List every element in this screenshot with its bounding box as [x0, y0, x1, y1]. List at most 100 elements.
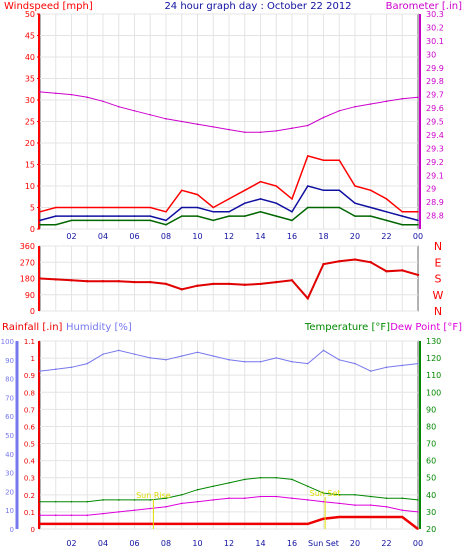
- point-temperature: [133, 499, 136, 501]
- point-rainfall: [102, 523, 104, 525]
- point-wind_avg: [338, 189, 341, 192]
- point-gust: [165, 211, 167, 213]
- point-barometer: [133, 109, 136, 112]
- point-rainfall: [259, 523, 262, 525]
- point-wind_avg: [212, 211, 215, 213]
- point-barometer: [165, 118, 167, 120]
- xtick-label: 14: [255, 232, 265, 241]
- ytick-label-humidity: 50: [5, 432, 14, 440]
- point-rainfall: [401, 516, 404, 518]
- xtick-label: 06: [129, 539, 139, 548]
- ytick-label-right: 29.4: [426, 131, 444, 140]
- ytick-label-left: 25: [25, 118, 35, 127]
- xtick-label: 06: [129, 232, 139, 241]
- ytick-label-direction: 0: [30, 307, 35, 316]
- ytick-label-left: 0: [30, 225, 35, 234]
- ytick-label-left: 45: [25, 32, 35, 41]
- point-temperature: [369, 495, 372, 498]
- point-gust: [417, 211, 419, 213]
- ytick-label-rain: 0.5: [24, 441, 35, 449]
- ylabel-humidity: Humidity [%]: [66, 322, 132, 333]
- point-direction: [306, 297, 309, 300]
- point-dewpoint: [322, 500, 325, 503]
- point-rainfall: [338, 516, 341, 518]
- point-wind_avg: [196, 206, 199, 209]
- point-wind_min: [102, 219, 104, 222]
- point-barometer: [338, 109, 341, 112]
- point-temperature: [291, 478, 293, 481]
- point-wind_min: [149, 219, 152, 222]
- ytick-label-left: 40: [25, 53, 35, 62]
- point-rainfall: [385, 516, 388, 518]
- point-wind_min: [354, 215, 356, 217]
- ytick-label-direction: 180: [20, 275, 35, 284]
- ytick-label-humidity: 10: [5, 507, 14, 515]
- point-humidity: [133, 353, 136, 355]
- point-barometer: [228, 128, 230, 131]
- point-wind_min: [39, 223, 41, 226]
- point-wind_min: [117, 219, 120, 222]
- ytick-label-temp: 20: [426, 525, 436, 534]
- point-wind_avg: [401, 215, 404, 217]
- point-dewpoint: [354, 504, 356, 506]
- point-humidity: [401, 364, 404, 367]
- point-barometer: [149, 113, 152, 116]
- point-humidity: [86, 362, 89, 365]
- point-dewpoint: [149, 507, 152, 510]
- ytick-label-left: 50: [25, 10, 35, 19]
- point-temperature: [39, 500, 41, 503]
- point-wind_min: [306, 206, 309, 209]
- point-wind_avg: [70, 215, 73, 217]
- point-dewpoint: [243, 497, 246, 500]
- point-rainfall: [196, 523, 199, 525]
- ylabel-rain: Rainfall [.in]: [2, 322, 63, 333]
- point-gust: [149, 206, 152, 209]
- ytick-label-humidity: 0: [10, 526, 14, 534]
- point-rainfall: [369, 516, 372, 518]
- point-humidity: [165, 359, 167, 361]
- sunrise-annotation: Sun Rise: [136, 491, 171, 500]
- point-direction: [180, 288, 183, 291]
- point-wind_min: [338, 206, 341, 209]
- point-wind_avg: [149, 215, 152, 217]
- point-gust: [354, 185, 356, 187]
- point-humidity: [306, 362, 309, 365]
- ytick-label-left: 20: [25, 139, 35, 148]
- ytick-label-right: 29.3: [426, 144, 444, 153]
- ytick-label-direction: 90: [25, 291, 35, 300]
- ytick-label-temp: 70: [426, 440, 436, 449]
- point-direction: [38, 277, 42, 280]
- xtick-label: 08: [161, 232, 171, 241]
- point-dewpoint: [180, 502, 183, 505]
- point-barometer: [306, 124, 309, 127]
- xtick-label: 02: [66, 539, 76, 548]
- point-temperature: [306, 485, 309, 488]
- ytick-label-right: 29.2: [426, 158, 444, 167]
- point-barometer: [39, 91, 41, 93]
- point-gust: [102, 206, 104, 209]
- ytick-label-rain: 0.3: [24, 475, 35, 483]
- point-temperature: [196, 488, 199, 491]
- point-humidity: [196, 351, 199, 354]
- compass-label: N: [434, 305, 442, 318]
- ytick-label-right: 29: [426, 185, 436, 194]
- point-barometer: [369, 103, 372, 105]
- point-direction: [70, 279, 73, 282]
- point-gust: [275, 185, 278, 187]
- ytick-label-right: 29.8: [426, 77, 444, 86]
- ytick-label-rain: 0.7: [24, 406, 35, 414]
- point-dewpoint: [275, 495, 278, 498]
- ytick-label-left: 5: [30, 204, 35, 213]
- point-rainfall: [275, 523, 278, 525]
- point-wind_avg: [322, 189, 325, 192]
- point-wind_min: [180, 215, 183, 217]
- point-wind_avg: [39, 219, 41, 222]
- ytick-label-right: 28.8: [426, 212, 444, 221]
- point-wind_avg: [86, 215, 89, 217]
- point-humidity: [369, 370, 372, 372]
- point-humidity: [275, 357, 278, 359]
- point-direction: [227, 282, 231, 286]
- point-wind_min: [133, 219, 136, 222]
- point-gust: [228, 198, 230, 200]
